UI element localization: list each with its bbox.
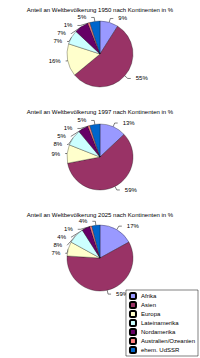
svg-text:1%: 1% — [64, 125, 73, 131]
svg-text:Anteil an Weltbevölkerung 1997: Anteil an Weltbevölkerung 1997 nach Kont… — [27, 109, 174, 115]
svg-text:Anteil an Weltbevölkerung 1950: Anteil an Weltbevölkerung 1950 nach Kont… — [27, 7, 174, 13]
svg-text:17%: 17% — [127, 223, 140, 229]
svg-text:4%: 4% — [79, 218, 88, 224]
svg-text:59%: 59% — [116, 291, 129, 298]
svg-text:59%: 59% — [125, 187, 138, 193]
svg-text:Lateinamerika: Lateinamerika — [141, 320, 179, 326]
svg-text:8%: 8% — [53, 141, 62, 147]
svg-text:Australien/Ozeanien: Australien/Ozeanien — [141, 338, 195, 344]
svg-text:1%: 1% — [64, 22, 73, 28]
svg-text:16%: 16% — [49, 58, 62, 64]
svg-text:13%: 13% — [123, 120, 136, 126]
svg-text:55%: 55% — [136, 75, 149, 81]
svg-text:1%: 1% — [64, 226, 73, 232]
svg-text:7%: 7% — [53, 38, 62, 44]
svg-text:4%: 4% — [57, 234, 66, 240]
svg-text:Nordamerika: Nordamerika — [141, 329, 176, 335]
svg-text:5%: 5% — [78, 14, 87, 20]
svg-text:Asien: Asien — [141, 302, 156, 308]
svg-text:ehem. UdSSR: ehem. UdSSR — [141, 347, 180, 353]
svg-text:9%: 9% — [118, 15, 127, 21]
svg-text:9%: 9% — [51, 151, 60, 157]
svg-text:5%: 5% — [78, 117, 87, 123]
svg-text:Europa: Europa — [141, 311, 161, 317]
svg-text:5%: 5% — [57, 133, 66, 139]
svg-text:7%: 7% — [52, 250, 61, 256]
svg-text:Anteil an Weltbevölkerung 2025: Anteil an Weltbevölkerung 2025 nach Kont… — [27, 212, 174, 218]
svg-text:7%: 7% — [57, 30, 66, 36]
svg-text:8%: 8% — [53, 242, 62, 248]
svg-text:Afrika: Afrika — [141, 293, 157, 299]
